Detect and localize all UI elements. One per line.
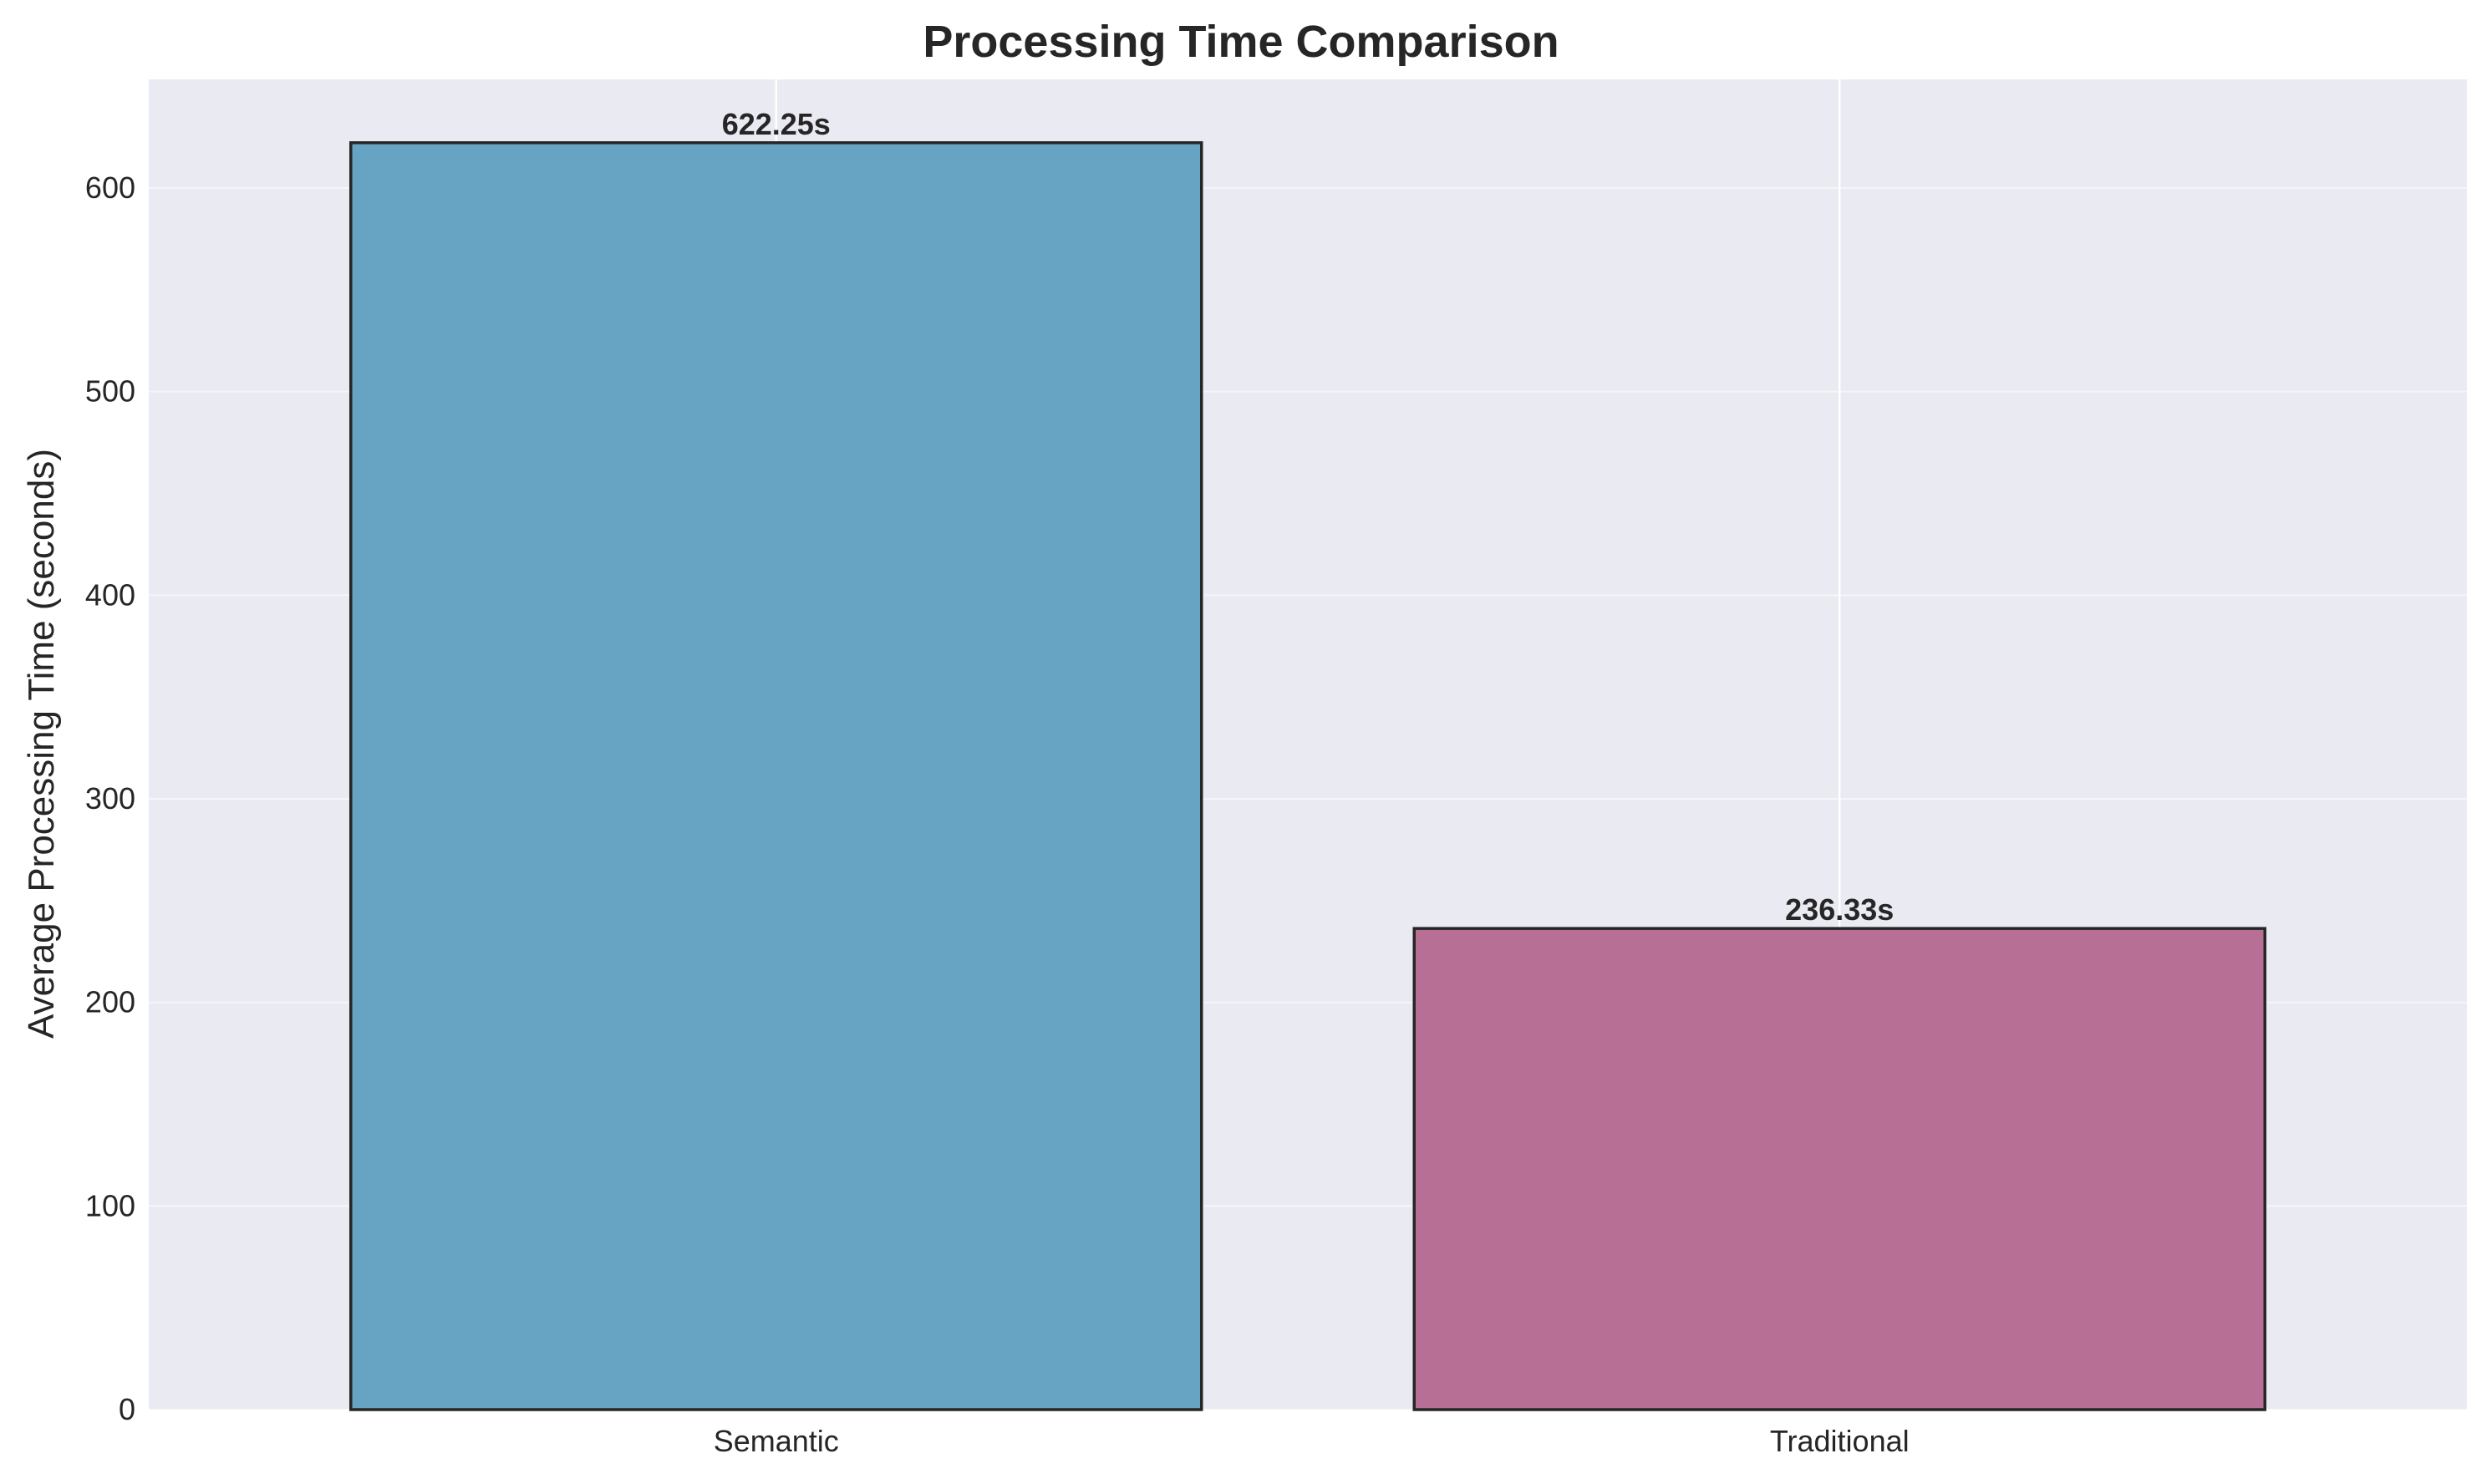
x-axis-ticks: Semantic Traditional [714, 1424, 1910, 1458]
bar-semantic [349, 141, 1203, 1411]
x-tick-label: Semantic [714, 1424, 839, 1458]
bar-value-label: 622.25s [722, 107, 831, 141]
y-tick-label: 0 [119, 1392, 135, 1426]
y-tick-label: 600 [85, 170, 135, 205]
y-tick-label: 500 [85, 374, 135, 409]
bar-value-label: 236.33s [1785, 892, 1894, 927]
bar-traditional [1412, 927, 2266, 1411]
y-axis-ticks: 0 100 200 300 400 500 600 [85, 170, 135, 1426]
y-tick-label: 200 [85, 985, 135, 1019]
y-tick-label: 100 [85, 1188, 135, 1222]
bars [349, 141, 2266, 1411]
data-labels: 622.25s 236.33s [722, 107, 1895, 927]
chart-title: Processing Time Comparison [923, 17, 1559, 67]
y-tick-label: 300 [85, 781, 135, 816]
y-axis-label: Average Processing Time (seconds) [21, 449, 62, 1039]
y-tick-label: 400 [85, 577, 135, 612]
x-tick-label: Traditional [1770, 1424, 1910, 1458]
